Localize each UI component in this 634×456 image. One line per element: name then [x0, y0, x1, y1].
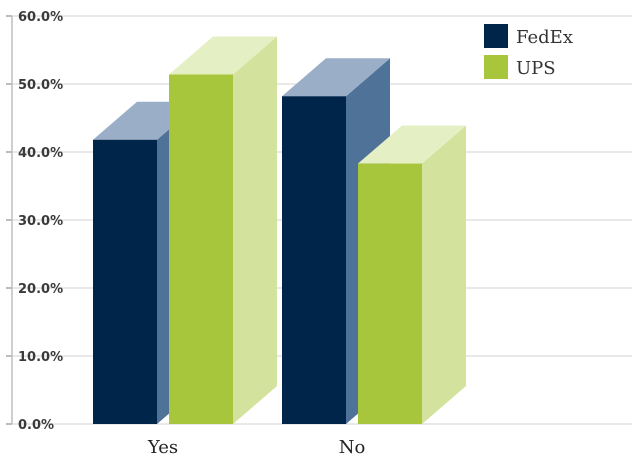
y-tick-label: 30.0%: [18, 214, 63, 229]
y-axis: 0.0% 10.0% 20.0% 30.0% 40.0% 50.0% 60.0%: [6, 10, 63, 433]
bar-top-face: [358, 125, 466, 164]
x-tick-label: No: [339, 437, 366, 456]
bar-front-face: [282, 96, 346, 425]
bar-top-face: [282, 58, 390, 97]
bar-ups-yes: [169, 36, 277, 424]
bar-top-face: [169, 36, 277, 75]
legend: FedEx UPS: [484, 24, 573, 79]
bar-front-face: [358, 163, 422, 424]
y-tick-label: 40.0%: [18, 146, 63, 161]
legend-label: UPS: [516, 58, 556, 79]
bar-front-face: [93, 139, 157, 424]
bar-side-face: [422, 125, 466, 424]
y-tick-label: 50.0%: [18, 78, 63, 93]
bar-front-face: [169, 74, 233, 424]
legend-swatch: [484, 55, 508, 79]
y-tick-label: 20.0%: [18, 282, 63, 297]
legend-label: FedEx: [516, 27, 573, 48]
legend-item-fedex: FedEx: [484, 24, 573, 48]
y-tick-label: 0.0%: [18, 418, 54, 433]
x-tick-label: Yes: [147, 437, 178, 456]
y-tick-label: 10.0%: [18, 350, 63, 365]
bar-side-face: [233, 36, 277, 424]
bar-ups-no: [358, 125, 466, 424]
legend-item-ups: UPS: [484, 55, 556, 79]
bars: [93, 36, 466, 425]
x-axis: Yes No: [147, 437, 365, 456]
y-tick-label: 60.0%: [18, 10, 63, 25]
legend-swatch: [484, 24, 508, 48]
